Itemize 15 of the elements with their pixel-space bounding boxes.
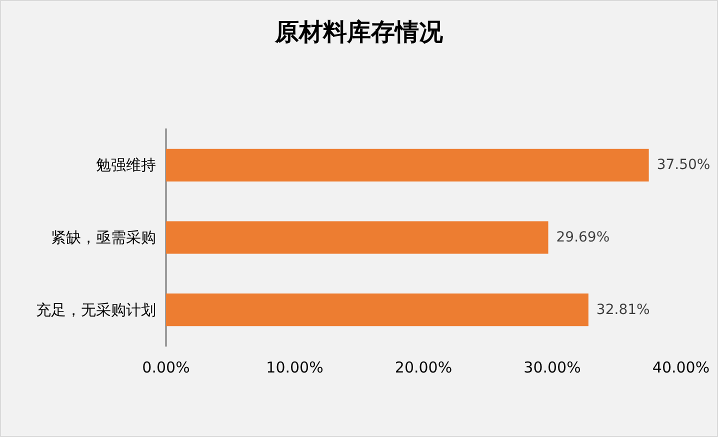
bar [166,148,649,182]
x-tick-label: 0.00% [142,358,190,376]
bar [166,221,548,254]
bar [166,294,588,326]
data-label: 29.69% [556,230,610,246]
y-tick-label: 充足，无采购计划 [36,300,156,319]
data-label: 37.50% [656,157,710,174]
y-tick-label: 勉强维持 [96,156,156,174]
data-label: 32.81% [596,302,650,318]
y-tick-label: 紧缺，亟需采购 [51,228,156,246]
x-tick-label: 10.00% [266,358,324,376]
x-tick-label: 30.00% [524,358,581,376]
x-tick-label: 20.00% [394,358,452,376]
x-tick-label: 40.00% [652,358,710,376]
chart-title: 原材料库存情况 [274,18,444,46]
